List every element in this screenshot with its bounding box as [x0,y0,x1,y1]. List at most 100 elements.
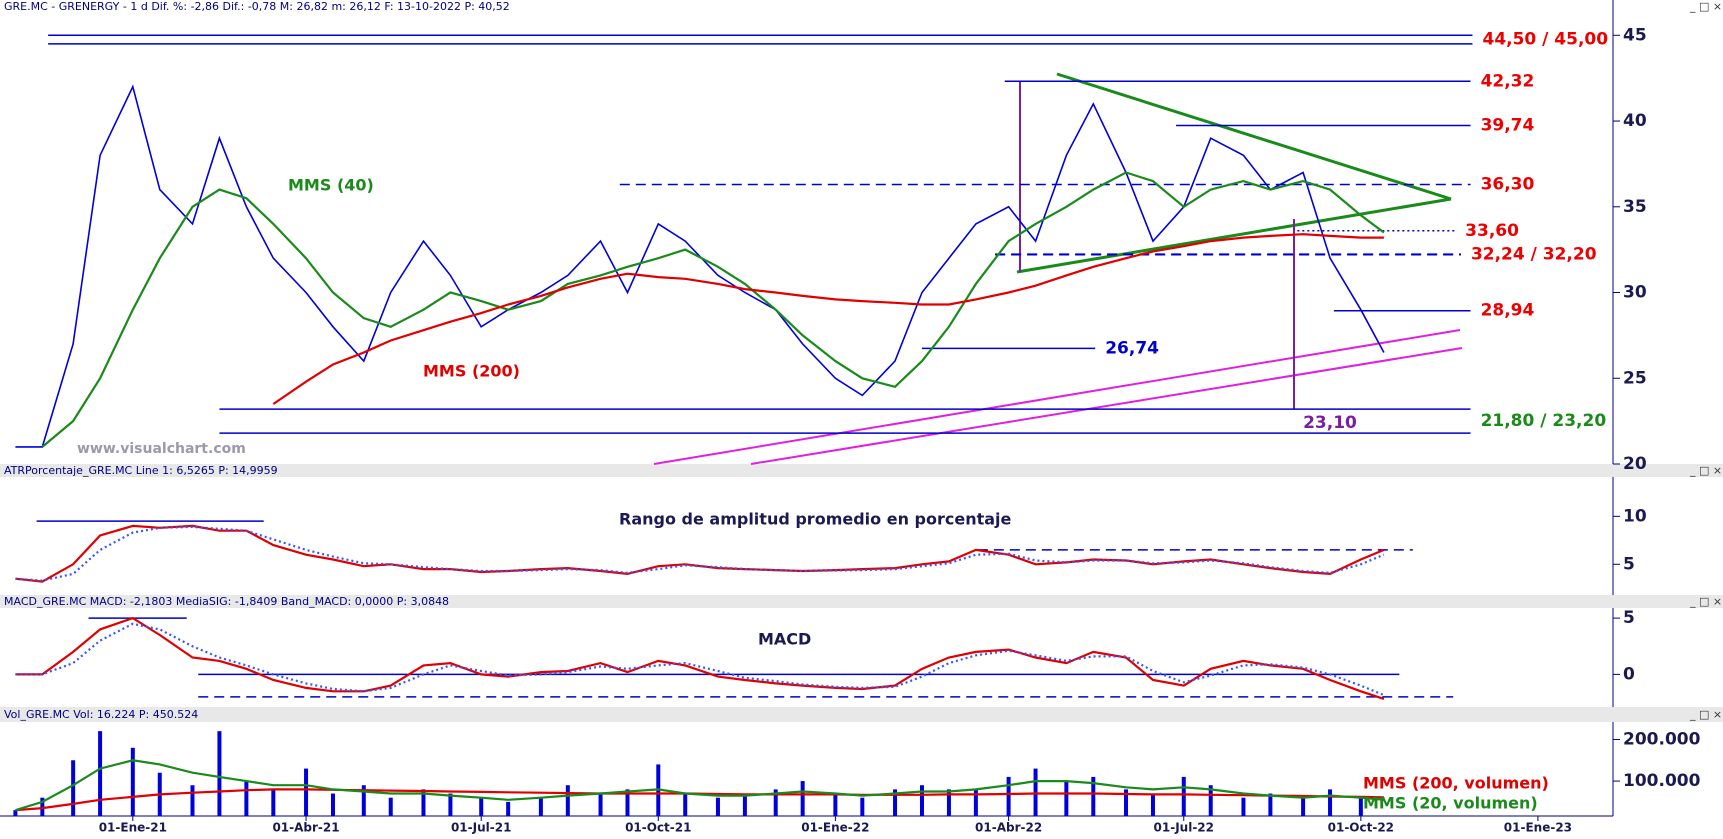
window-controls[interactable]: _ □ × [1689,464,1722,477]
level-label: 39,74 [1481,115,1535,135]
volume-bar [1268,793,1273,816]
panel-title: Rango de amplitud promedio en porcentaje [619,510,1012,529]
panel-header: MACD_GRE.MC MACD: -2,1803 MediaSIG: -1,8… [4,595,449,608]
volume-bar [421,789,426,816]
volume-bar [40,797,45,816]
volume-bar [506,801,511,816]
volume-bar [919,785,924,816]
volume-bar [1301,797,1306,816]
series-name: MMS (40) [288,176,374,195]
volume-bar [565,785,570,816]
volume-bar [800,781,805,816]
series-name: MMS (200) [423,362,520,381]
header-bar [0,707,1723,722]
series-line [41,171,1385,448]
y-tick-label: 40 [1623,111,1647,131]
volume-bar [217,731,222,816]
y-tick-label: 5 [1623,608,1635,628]
volume-bar [71,760,76,816]
level-label: 26,74 [1105,338,1159,358]
x-tick-label: 01-Ene-23 [1504,821,1572,835]
volume-bar [946,789,951,816]
y-tick-label: 5 [1623,554,1635,574]
x-tick-label: 01-Jul-22 [1154,821,1214,835]
x-tick-label: 01-Abr-22 [975,821,1042,835]
y-tick-label: 0 [1623,664,1635,684]
volume-bar [330,793,335,816]
volume-bar [1181,776,1186,816]
series-line [272,233,1384,405]
volume-bar [1328,789,1333,816]
volume-bar [304,768,309,816]
channel-upper [653,329,1461,465]
y-tick-label: 200.000 [1623,729,1701,749]
header-bar [0,595,1723,608]
volume-bar [1241,797,1246,816]
volume-bar [860,797,865,816]
y-tick-label: 100.000 [1623,771,1701,791]
level-label: 32,24 / 32,20 [1471,244,1597,264]
x-tick-label: 01-Ene-22 [801,821,869,835]
y-tick-label: 30 [1623,283,1647,303]
volume-bar [683,793,688,816]
window-controls[interactable]: _ □ × [1689,708,1722,721]
volume-bar [893,789,898,816]
triangle-upper [1056,72,1452,201]
panel-header: ATRPorcentaje_GRE.MC Line 1: 6,5265 P: 1… [4,464,278,477]
level-label: 36,30 [1481,174,1535,194]
volume-bar [271,789,276,816]
volume-bar [244,781,249,816]
series-name: MMS (20, volumen) [1363,794,1538,813]
y-tick-label: 20 [1623,454,1647,474]
panel-separators [0,464,1723,817]
series-name: MMS (200, volumen) [1363,774,1549,793]
volume-bar [361,785,366,816]
series-line [15,759,1384,812]
y-tick-label: 35 [1623,197,1647,217]
volume-bar [190,785,195,816]
series-line [15,525,1385,582]
volume-bar [1006,776,1011,816]
panel-header: GRE.MC - GRENERGY - 1 d Dif. %: -2,86 Di… [4,0,510,13]
volume-bar [773,789,778,816]
window-controls[interactable]: _ □ × [1689,595,1722,608]
level-label: 42,32 [1481,71,1535,91]
volume-bar [973,789,978,816]
volume-bar [742,793,747,816]
x-tick-label: 01-Ene-21 [99,821,167,835]
triangle-lower [1016,197,1452,274]
volume-bar [388,797,393,816]
volume-bar [1208,785,1213,816]
series-line [15,616,1385,700]
volume-bar [833,793,838,816]
level-label: 44,50 / 45,00 [1482,30,1608,50]
window-buttons: _ □ × _ □ × _ □ × _ □ × [1689,0,1722,721]
x-tick-label: 01-Jul-21 [451,821,511,835]
window-controls[interactable]: _ □ × [1689,0,1722,13]
volume-bar [479,797,484,816]
y-tick-label: 45 [1623,25,1647,45]
volume-bar [1150,793,1155,816]
volume-bar [538,797,543,816]
watermark: www.visualchart.com [77,441,246,457]
volume-bar [625,789,630,816]
volume-bar [598,793,603,816]
channel-lower [750,347,1463,465]
volume-bar [98,731,103,816]
target-label: 23,10 [1303,413,1357,433]
panel-title: MACD [758,630,811,649]
panel-header: Vol_GRE.MC Vol: 16.224 P: 450.524 [4,708,198,721]
y-tick-label: 10 [1623,506,1647,526]
volume-bar [1358,797,1363,816]
level-label: 33,60 [1465,221,1519,241]
volume-bar [1124,789,1129,816]
x-tick-label: 01-Abr-21 [272,821,339,835]
volume-bar [1091,776,1096,816]
volume-bar [448,793,453,816]
level-label: 28,94 [1481,301,1535,321]
x-tick-label: 01-Oct-22 [1328,821,1394,835]
volume-bar [715,797,720,816]
drawing-tools [653,72,1463,465]
